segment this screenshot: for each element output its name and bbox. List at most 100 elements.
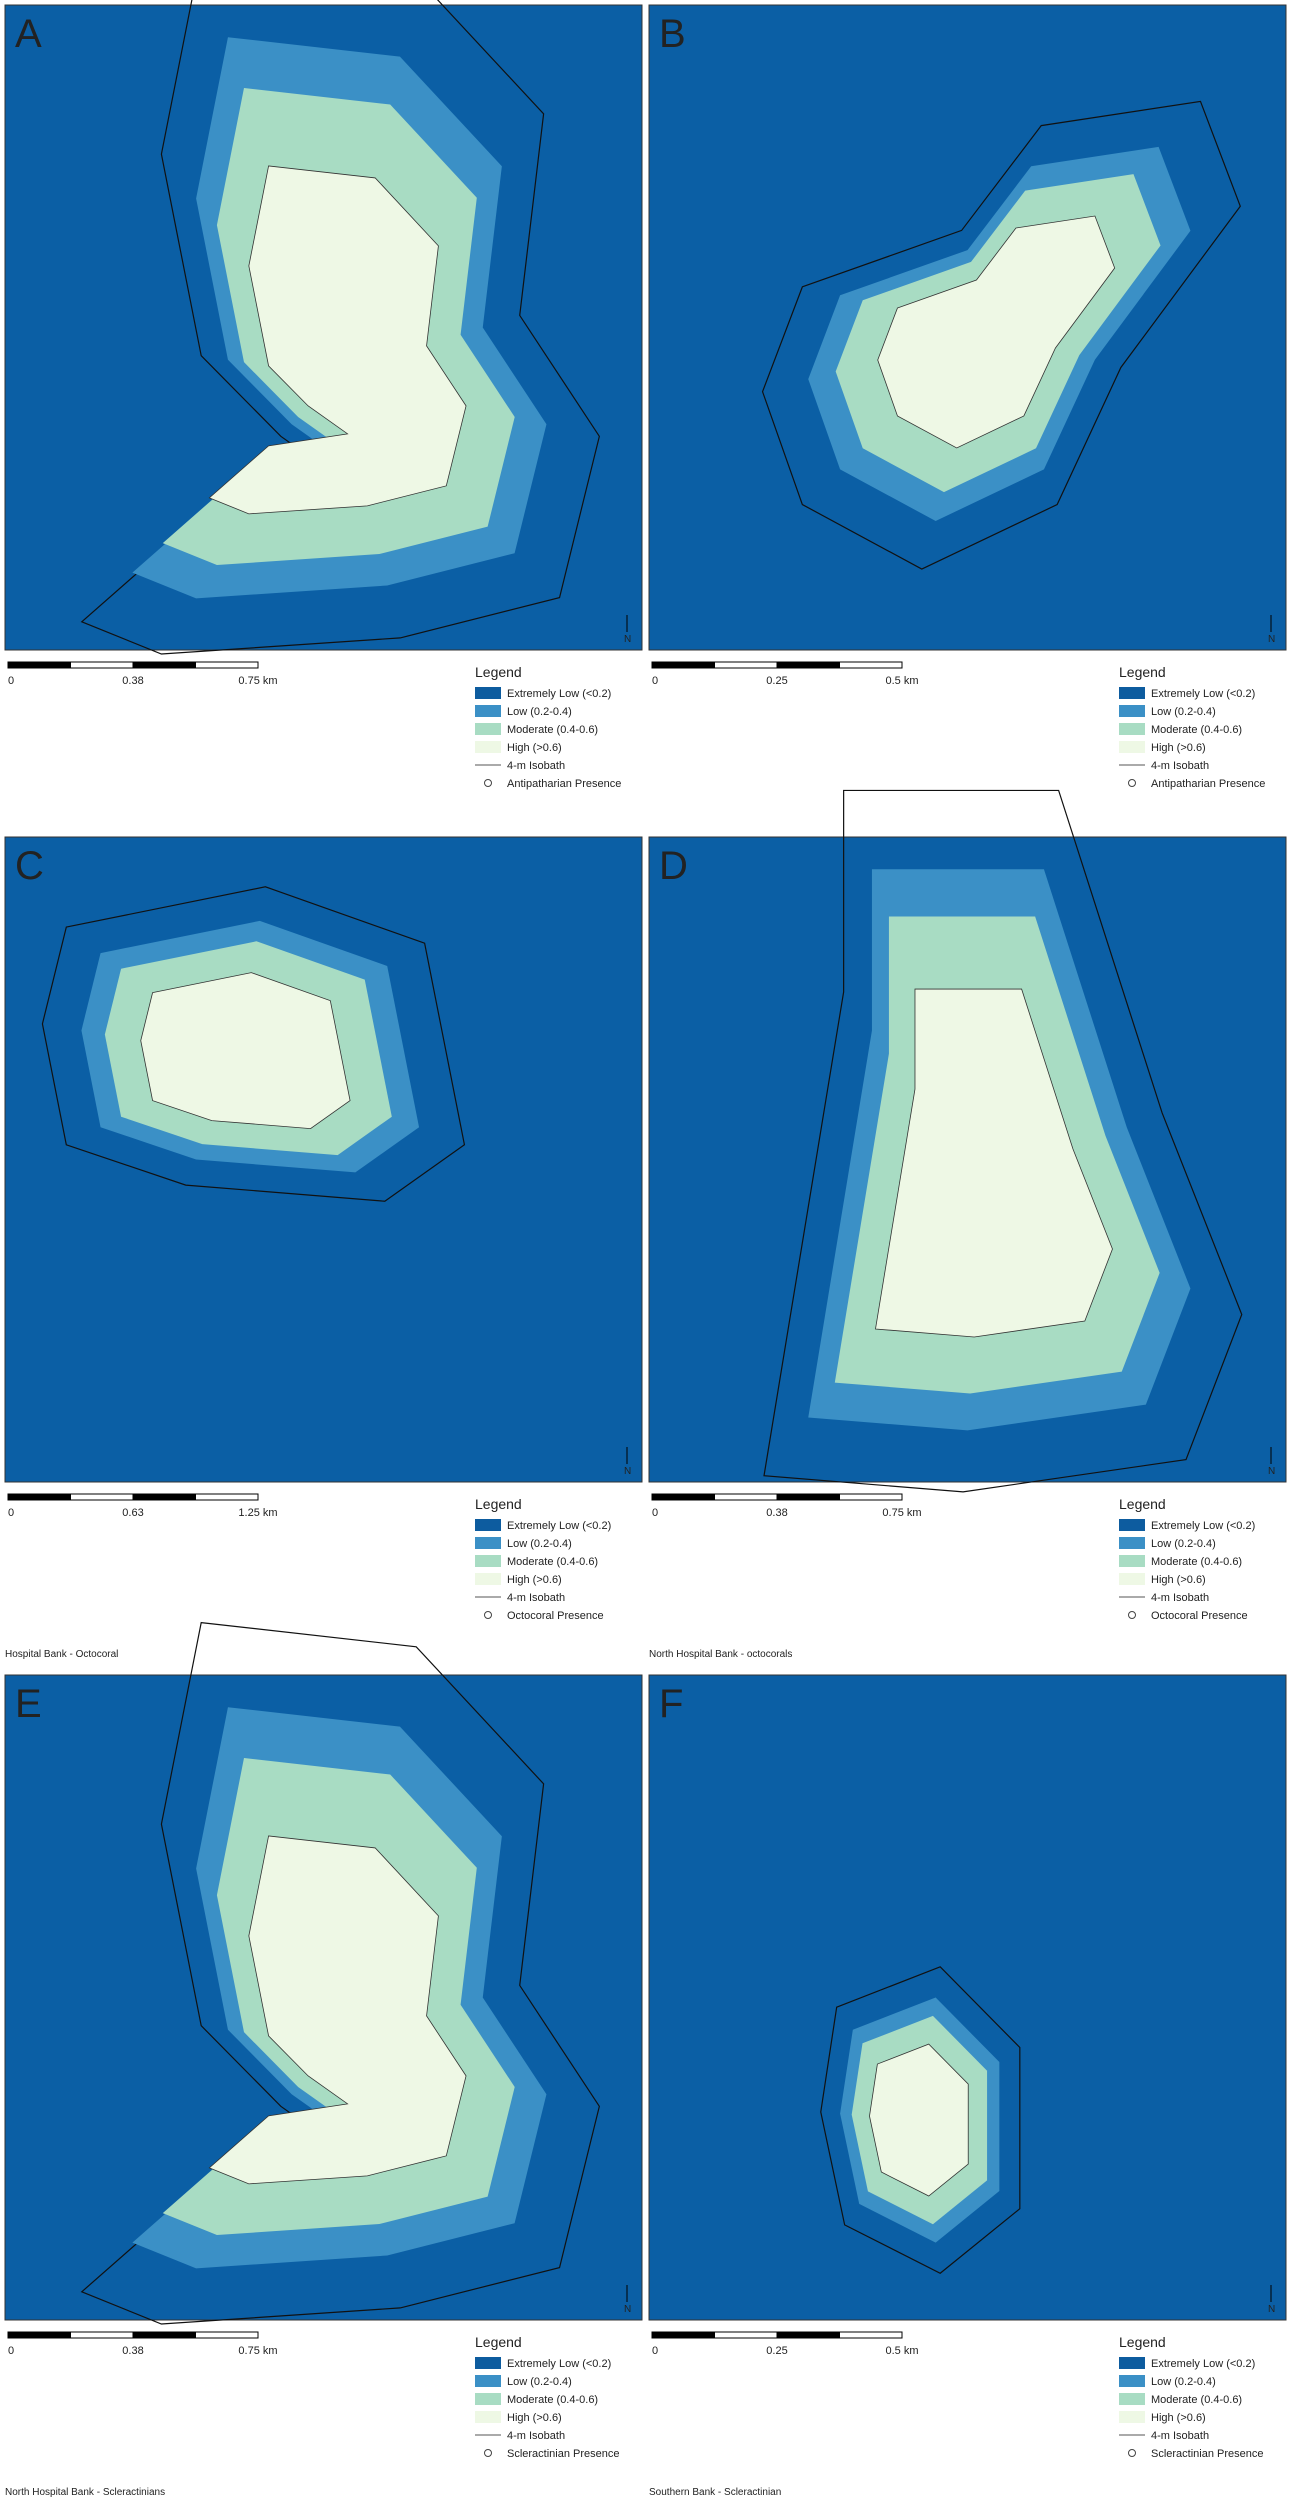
legend-swatch <box>1119 687 1145 699</box>
legend-swatch <box>1119 1555 1145 1567</box>
legend-swatch <box>1119 705 1145 717</box>
scale-bar-segment <box>839 1493 903 1501</box>
panel-letter: A <box>15 12 42 56</box>
map-background <box>648 1674 1287 2321</box>
legend-label: Moderate (0.4-0.6) <box>507 1556 598 1568</box>
panel-letter: D <box>659 844 688 888</box>
legend-presence <box>484 1611 492 1619</box>
scale-bar-segment <box>132 2331 196 2339</box>
north-arrow: N <box>624 2304 631 2315</box>
legend-label: Extremely Low (<0.2) <box>507 688 611 700</box>
legend-presence <box>484 2449 492 2457</box>
panel-caption: Hospital Bank - Octocoral <box>5 1649 118 1660</box>
scale-bar-label: 0 <box>8 2345 14 2357</box>
legend-label: Moderate (0.4-0.6) <box>507 724 598 736</box>
legend-label: 4-m Isobath <box>507 1592 565 1604</box>
legend-swatch <box>1119 2411 1145 2423</box>
habitat-high <box>208 1835 467 2185</box>
scale-bar-label: 0 <box>8 675 14 687</box>
legend-label: Low (0.2-0.4) <box>507 2376 572 2388</box>
scale-bar-segment <box>714 2331 778 2339</box>
legend-label: High (>0.6) <box>1151 742 1206 754</box>
legend-label: Moderate (0.4-0.6) <box>507 2394 598 2406</box>
legend-label: High (>0.6) <box>507 742 562 754</box>
legend-presence <box>1128 2449 1136 2457</box>
panel-letter: C <box>15 844 44 888</box>
habitat-high <box>875 988 1113 1338</box>
map-panel: F N 0 0.25 0.5 km Legend Extremely Low (<0.2) L… <box>648 1674 1287 2498</box>
legend-label: High (>0.6) <box>507 1574 562 1586</box>
legend-title: Legend <box>1119 664 1166 680</box>
legend-label: Extremely Low (<0.2) <box>507 1520 611 1532</box>
legend-label: Low (0.2-0.4) <box>1151 1538 1216 1550</box>
legend-title: Legend <box>475 1496 522 1512</box>
isobath-outline <box>80 1621 600 2325</box>
north-arrow: N <box>1268 1466 1275 1477</box>
scale-bar-segment <box>776 1493 840 1501</box>
legend-swatch <box>1119 1537 1145 1549</box>
legend-swatch <box>1119 1573 1145 1585</box>
scale-bar-segment <box>132 1493 196 1501</box>
legend-swatch <box>475 2393 501 2405</box>
scale-bar-segment <box>776 661 840 669</box>
scale-bar-segment <box>195 2331 259 2339</box>
legend-swatch <box>475 1573 501 1585</box>
scale-bar-segment <box>70 1493 134 1501</box>
scale-bar-label: 0.38 <box>122 2345 143 2357</box>
scale-bar-segment <box>132 661 196 669</box>
legend-swatch <box>475 2411 501 2423</box>
legend-label: High (>0.6) <box>1151 1574 1206 1586</box>
legend-label: Low (0.2-0.4) <box>1151 2376 1216 2388</box>
legend-label: Scleractinian Presence <box>1151 2448 1264 2460</box>
map-panel: B N 0 0.25 0.5 km Legend Extremely Low (<0.2) L… <box>648 4 1287 790</box>
legend-swatch <box>475 1537 501 1549</box>
scale-bar-label: 0 <box>652 2345 658 2357</box>
panel-caption: North Hospital Bank - Scleractinians <box>5 2487 165 2498</box>
isobath-outline <box>820 1966 1021 2274</box>
legend-swatch <box>475 2375 501 2387</box>
map-panel: A N 0 0.38 0.75 km Legend Extremely Low (<0.2)… <box>4 0 643 790</box>
legend-label: Scleractinian Presence <box>507 2448 620 2460</box>
panel-letter: E <box>15 1682 42 1726</box>
map-panel: D N 0 0.38 0.75 km Legend Extremely Low (<0.2)… <box>648 789 1287 1660</box>
scale-bar-segment <box>839 661 903 669</box>
legend-swatch <box>1119 723 1145 735</box>
scale-bar-segment <box>195 1493 259 1501</box>
legend-label: Low (0.2-0.4) <box>507 1538 572 1550</box>
legend-label: Octocoral Presence <box>1151 1610 1248 1622</box>
scale-bar-label: 0.75 km <box>882 1507 921 1519</box>
legend-swatch <box>1119 2393 1145 2405</box>
north-arrow: N <box>1268 634 1275 645</box>
habitat-high <box>140 972 351 1129</box>
north-arrow: N <box>624 1466 631 1477</box>
legend-swatch <box>475 2357 501 2369</box>
scale-bar-label: 0.75 km <box>238 675 277 687</box>
habitat-high <box>869 2043 969 2197</box>
legend-swatch <box>475 1555 501 1567</box>
north-arrow: N <box>624 634 631 645</box>
scale-bar-segment <box>7 661 71 669</box>
legend-label: 4-m Isobath <box>1151 2430 1209 2442</box>
legend-title: Legend <box>475 2334 522 2350</box>
isobath-outline <box>763 789 1243 1493</box>
legend-label: Extremely Low (<0.2) <box>1151 2358 1255 2370</box>
legend-label: High (>0.6) <box>1151 2412 1206 2424</box>
legend-label: Octocoral Presence <box>507 1610 604 1622</box>
north-arrow: N <box>1268 2304 1275 2315</box>
legend-swatch <box>475 741 501 753</box>
legend-swatch <box>1119 2357 1145 2369</box>
legend-label: Antipatharian Presence <box>507 778 621 790</box>
scale-bar-segment <box>839 2331 903 2339</box>
legend-swatch <box>475 723 501 735</box>
legend-label: Moderate (0.4-0.6) <box>1151 724 1242 736</box>
scale-bar-segment <box>70 661 134 669</box>
scale-bar-segment <box>195 661 259 669</box>
legend-label: Low (0.2-0.4) <box>1151 706 1216 718</box>
legend-swatch <box>475 1519 501 1531</box>
scale-bar-segment <box>714 1493 778 1501</box>
panel-caption: Southern Bank - Scleractinian <box>649 2487 781 2498</box>
map-panel: C N 0 0.63 1.25 km Legend Extremely Low (<0.2)… <box>4 836 643 1660</box>
map-panel: E N 0 0.38 0.75 km Legend Extremely Low (<0.2)… <box>4 1621 643 2498</box>
scale-bar-segment <box>651 1493 715 1501</box>
legend-label: 4-m Isobath <box>1151 760 1209 772</box>
